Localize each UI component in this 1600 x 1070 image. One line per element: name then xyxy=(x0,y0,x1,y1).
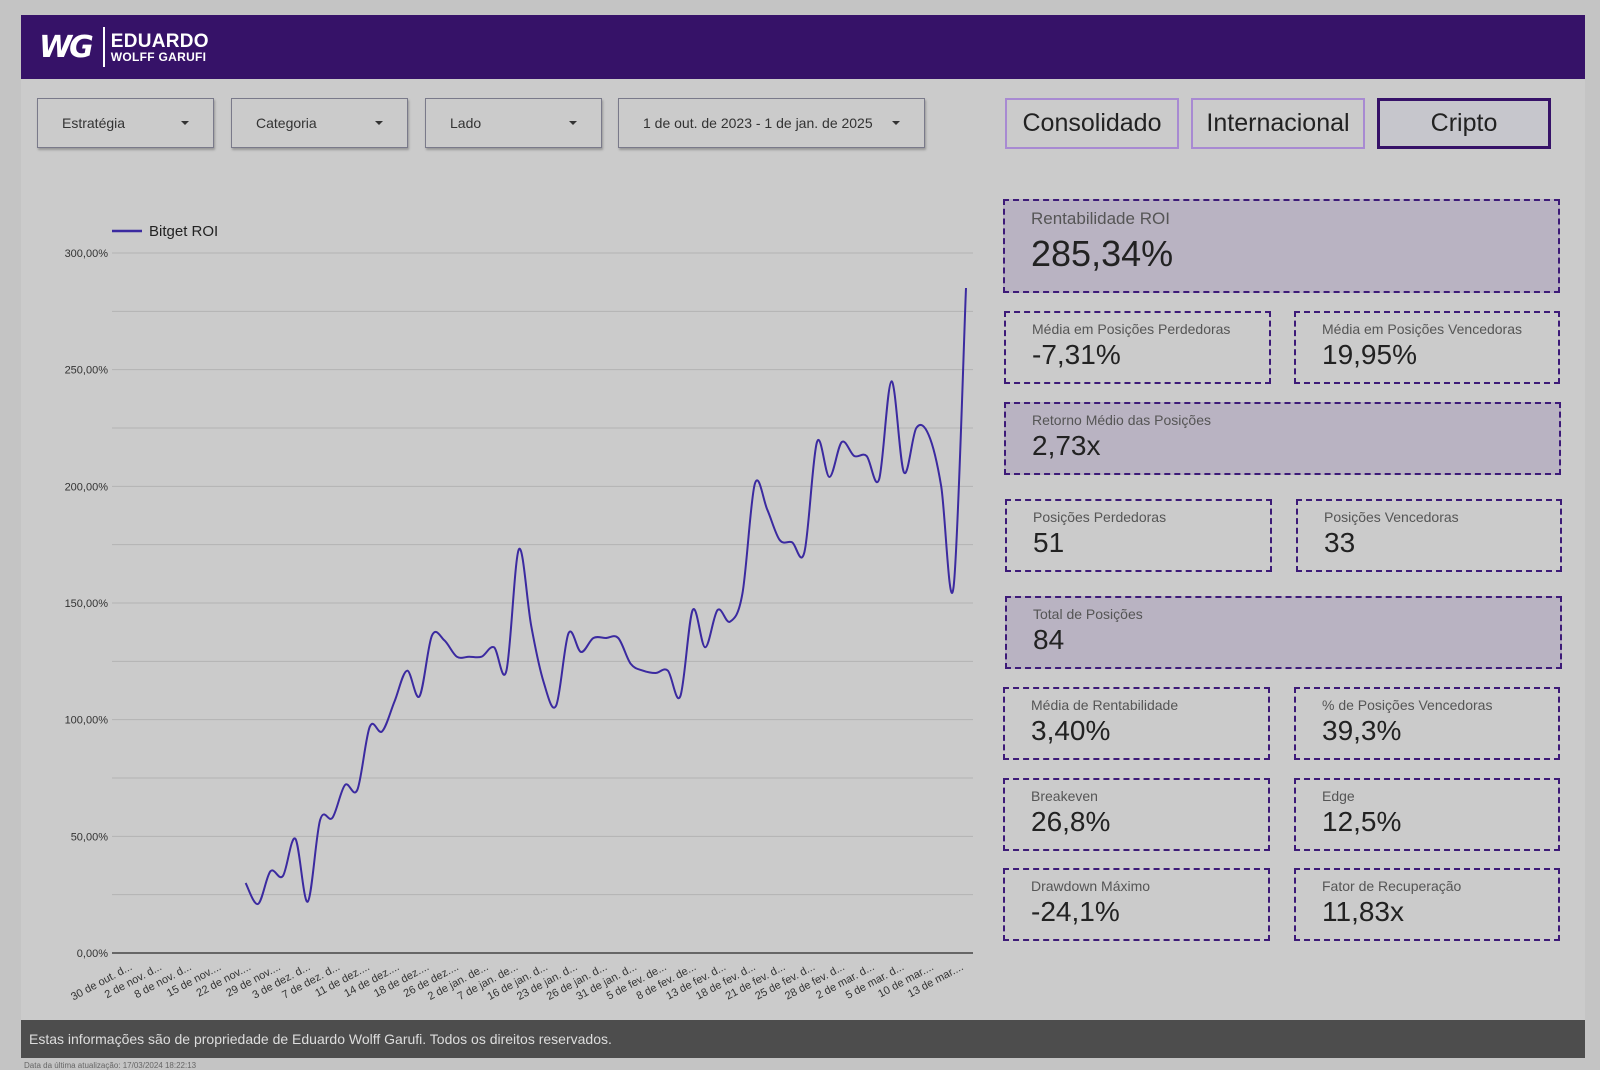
kpi-title: % de Posições Vencedoras xyxy=(1322,697,1493,713)
date-range-label: 1 de out. de 2023 - 1 de jan. de 2025 xyxy=(643,115,873,131)
estrategia-dropdown[interactable]: Estratégia xyxy=(37,98,214,148)
kpi-title: Posições Vencedoras xyxy=(1324,509,1459,525)
kpi-value: 84 xyxy=(1033,624,1065,655)
kpi-pct-vencedoras: % de Posições Vencedoras 39,3% xyxy=(1294,687,1560,760)
kpi-title: Retorno Médio das Posições xyxy=(1032,412,1211,428)
categoria-dropdown[interactable]: Categoria xyxy=(231,98,408,148)
kpi-title: Posições Perdedoras xyxy=(1033,509,1167,525)
y-tick-label: 250,00% xyxy=(65,365,109,377)
kpi-value: 19,95% xyxy=(1322,339,1417,370)
kpi-media-vencedoras: Média em Posições Vencedoras 19,95% xyxy=(1294,311,1560,384)
kpi-value: 39,3% xyxy=(1322,715,1402,746)
kpi-value: 3,40% xyxy=(1031,715,1111,746)
lado-label: Lado xyxy=(450,115,482,131)
cripto-button[interactable]: Cripto xyxy=(1377,98,1551,149)
kpi-fator-recuperacao: Fator de Recuperação 11,83x xyxy=(1294,868,1560,941)
logo-divider xyxy=(102,27,105,67)
kpi-title: Edge xyxy=(1322,788,1355,804)
kpi-value: 2,73x xyxy=(1032,430,1101,461)
chart-svg: 0,00% 50,00% 100,00% 150,00% 200,00% 250,00% 3… xyxy=(65,223,973,1003)
kpi-media-rentabilidade: Média de Rentabilidade 3,40% xyxy=(1003,687,1270,760)
kpi-title: Rentabilidade ROI xyxy=(1031,209,1170,228)
kpi-value: -7,31% xyxy=(1032,339,1121,370)
y-tick-label: 50,00% xyxy=(71,831,109,843)
consolidado-button[interactable]: Consolidado xyxy=(1005,98,1179,149)
categoria-label: Categoria xyxy=(256,115,317,131)
kpi-drawdown-maximo: Drawdown Máximo -24,1% xyxy=(1003,868,1270,941)
y-tick-label: 0,00% xyxy=(77,948,108,960)
last-updated-text: Data da última atualização: 17/03/2024 1… xyxy=(24,1061,197,1070)
date-range-picker[interactable]: 1 de out. de 2023 - 1 de jan. de 2025 xyxy=(618,98,925,148)
kpi-rentabilidade-roi: Rentabilidade ROI 285,34% xyxy=(1003,199,1560,293)
y-tick-label: 150,00% xyxy=(65,598,109,610)
kpi-value: 12,5% xyxy=(1322,806,1402,837)
logo-line-1: EDUARDO xyxy=(110,30,209,52)
kpi-retorno-medio: Retorno Médio das Posições 2,73x xyxy=(1004,402,1561,475)
kpi-title: Média em Posições Perdedoras xyxy=(1032,321,1231,337)
kpi-value: 11,83x xyxy=(1322,896,1404,927)
estrategia-label: Estratégia xyxy=(62,115,126,131)
kpi-title: Média de Rentabilidade xyxy=(1031,697,1179,713)
footer-bar: Estas informações são de propriedade de … xyxy=(21,1020,1585,1058)
kpi-value: 33 xyxy=(1324,527,1356,558)
kpi-value: -24,1% xyxy=(1031,896,1120,927)
lado-dropdown[interactable]: Lado xyxy=(425,98,602,148)
kpi-total-posicoes: Total de Posições 84 xyxy=(1005,596,1562,669)
roi-line-chart: 0,00% 50,00% 100,00% 150,00% 200,00% 250,00% 3… xyxy=(36,195,976,1005)
kpi-title: Drawdown Máximo xyxy=(1031,878,1151,894)
logo-line-2: WOLFF GARUFI xyxy=(110,49,207,64)
y-tick-label: 300,00% xyxy=(65,248,109,260)
y-tick-label: 200,00% xyxy=(65,481,109,493)
internacional-button[interactable]: Internacional xyxy=(1191,98,1365,149)
brand-logo: WG EDUARDO WOLFF GARUFI xyxy=(39,25,209,69)
report-page: WG EDUARDO WOLFF GARUFI Estratégia Categ… xyxy=(21,15,1585,1058)
kpi-edge: Edge 12,5% xyxy=(1294,778,1560,851)
kpi-posicoes-vencedoras: Posições Vencedoras 33 xyxy=(1296,499,1562,572)
series-line-bitget-roi xyxy=(244,287,967,905)
chevron-down-icon xyxy=(892,121,900,125)
kpi-title: Média em Posições Vencedoras xyxy=(1322,321,1522,337)
kpi-title: Total de Posições xyxy=(1033,606,1143,622)
copyright-text: Estas informações são de propriedade de … xyxy=(29,1031,612,1047)
legend-label: Bitget ROI xyxy=(149,223,218,240)
logo-text: EDUARDO WOLFF GARUFI xyxy=(111,32,209,63)
chevron-down-icon xyxy=(375,121,383,125)
kpi-media-perdedoras: Média em Posições Perdedoras -7,31% xyxy=(1004,311,1271,384)
kpi-posicoes-perdedoras: Posições Perdedoras 51 xyxy=(1005,499,1272,572)
kpi-value: 285,34% xyxy=(1031,233,1174,274)
kpi-value: 51 xyxy=(1033,527,1065,558)
kpi-value: 26,8% xyxy=(1031,806,1111,837)
kpi-title: Fator de Recuperação xyxy=(1322,878,1462,894)
header-bar: WG EDUARDO WOLFF GARUFI xyxy=(21,15,1585,79)
kpi-title: Breakeven xyxy=(1031,788,1098,804)
logo-mark: WG xyxy=(39,29,94,65)
y-tick-label: 100,00% xyxy=(65,715,109,727)
chevron-down-icon xyxy=(569,121,577,125)
chevron-down-icon xyxy=(181,121,189,125)
kpi-breakeven: Breakeven 26,8% xyxy=(1003,778,1270,851)
